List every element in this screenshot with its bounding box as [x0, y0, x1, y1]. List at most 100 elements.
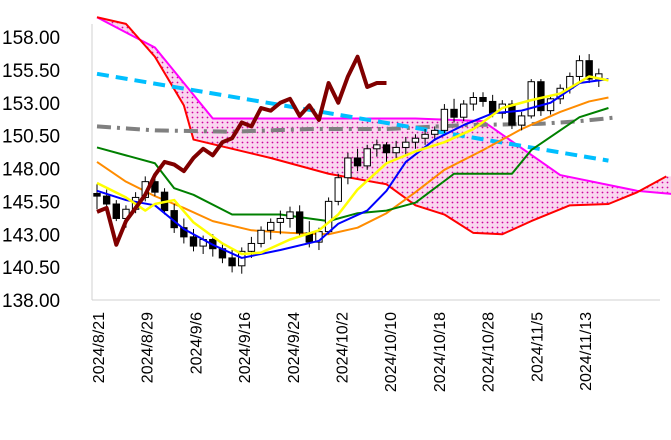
candle-body [353, 157, 362, 167]
candle-body [382, 144, 391, 154]
y-tick-label: 143.00 [2, 225, 60, 246]
candle-body [488, 100, 497, 114]
candle [189, 228, 198, 252]
candle-body [440, 108, 449, 131]
series-line-senkou_b [96, 16, 667, 236]
x-tick-label: 2024/11/13 [578, 312, 595, 391]
candle-body [373, 144, 381, 150]
candle-body [189, 236, 198, 247]
series-line-trend_flat [96, 115, 619, 134]
candle-body [93, 192, 101, 197]
kumo-cloud [97, 17, 671, 235]
candle [334, 173, 342, 206]
candle [392, 140, 400, 158]
candle [450, 98, 458, 123]
candle-body [267, 221, 275, 231]
candle-body [247, 242, 256, 252]
x-tick-label: 2024/10/2 [335, 312, 352, 383]
candle [112, 200, 120, 222]
candle [218, 243, 227, 264]
kumo-dots [97, 17, 671, 235]
candle [363, 144, 371, 170]
candle [411, 134, 420, 149]
candle [286, 206, 294, 228]
candle-body [392, 146, 400, 154]
candle-body [585, 60, 593, 80]
candle [257, 226, 265, 248]
x-tick-label: 2024/10/28 [481, 312, 498, 392]
candle [180, 218, 188, 244]
y-tick-label: 155.50 [2, 61, 60, 82]
x-tick-label: 2024/10/18 [432, 312, 449, 392]
y-tick-label: 140.50 [2, 258, 60, 279]
y-tick-label: 153.00 [2, 94, 60, 115]
series-line-senkou_a [96, 16, 671, 195]
candle [546, 96, 555, 115]
candle-body [112, 203, 120, 219]
x-tick-label: 2024/9/6 [188, 312, 205, 374]
candle-body [469, 96, 478, 105]
candle [479, 92, 487, 107]
candle-body [402, 141, 410, 148]
candle [421, 129, 429, 145]
x-tick-label: 2024/9/16 [237, 312, 254, 383]
candle [353, 148, 362, 172]
candle-body [450, 108, 458, 118]
x-tick-label: 2024/8/21 [91, 312, 108, 383]
x-tick-label: 2024/8/29 [140, 312, 157, 383]
candle-body [411, 137, 420, 143]
candle-body [344, 157, 352, 179]
y-tick-labels: 158.00 155.50 153.00 150.50 148.00 145.50 143.… [2, 28, 60, 312]
series-line-chikou [96, 54, 387, 247]
candle [440, 104, 449, 133]
candle [460, 100, 468, 122]
y-tick-label: 158.00 [2, 28, 60, 49]
candle-body [546, 98, 555, 112]
candlesticks [93, 54, 609, 274]
y-tick-label: 138.00 [2, 291, 60, 312]
candle-body [363, 148, 371, 167]
candle-body [575, 60, 584, 77]
candle [575, 55, 584, 84]
candle-body [180, 227, 188, 238]
candle-body [102, 195, 111, 205]
series-line-trend_down [96, 71, 609, 163]
y-tick-label: 150.50 [2, 127, 60, 148]
y-tick-label: 148.00 [2, 160, 60, 181]
series-line-ma_short [96, 75, 609, 256]
x-tick-label: 2024/9/24 [286, 312, 303, 383]
candle [373, 139, 381, 157]
candle-body [334, 177, 342, 202]
candle [517, 111, 526, 131]
x-tick-labels: 2024/8/21 2024/8/29 2024/9/6 2024/9/16 2024/… [91, 312, 595, 392]
candle [267, 218, 275, 240]
indicator-lines [96, 16, 671, 236]
series-line-tenkan [96, 78, 609, 259]
y-tick-label: 145.50 [2, 192, 60, 213]
axes [91, 24, 660, 301]
candle-body [479, 96, 487, 102]
candle-body [295, 211, 304, 234]
candle-body [431, 129, 439, 135]
x-tick-label: 2024/10/10 [383, 312, 400, 392]
candle [93, 184, 101, 210]
candle [469, 92, 478, 111]
candle-body [286, 211, 294, 219]
candle-body [517, 115, 526, 126]
series-line-kijun [96, 107, 609, 223]
candle-body [460, 103, 468, 118]
candle [344, 152, 352, 185]
candle-body [257, 229, 265, 244]
candle [276, 210, 285, 235]
candle [295, 205, 304, 237]
candle-body [508, 103, 516, 126]
candle-body [228, 257, 236, 267]
candle [382, 142, 391, 162]
candle-body [151, 181, 159, 193]
candle [402, 136, 410, 156]
candle-body [421, 133, 429, 139]
candle-body [324, 200, 333, 233]
candle-body [276, 217, 285, 223]
candle [585, 54, 593, 84]
